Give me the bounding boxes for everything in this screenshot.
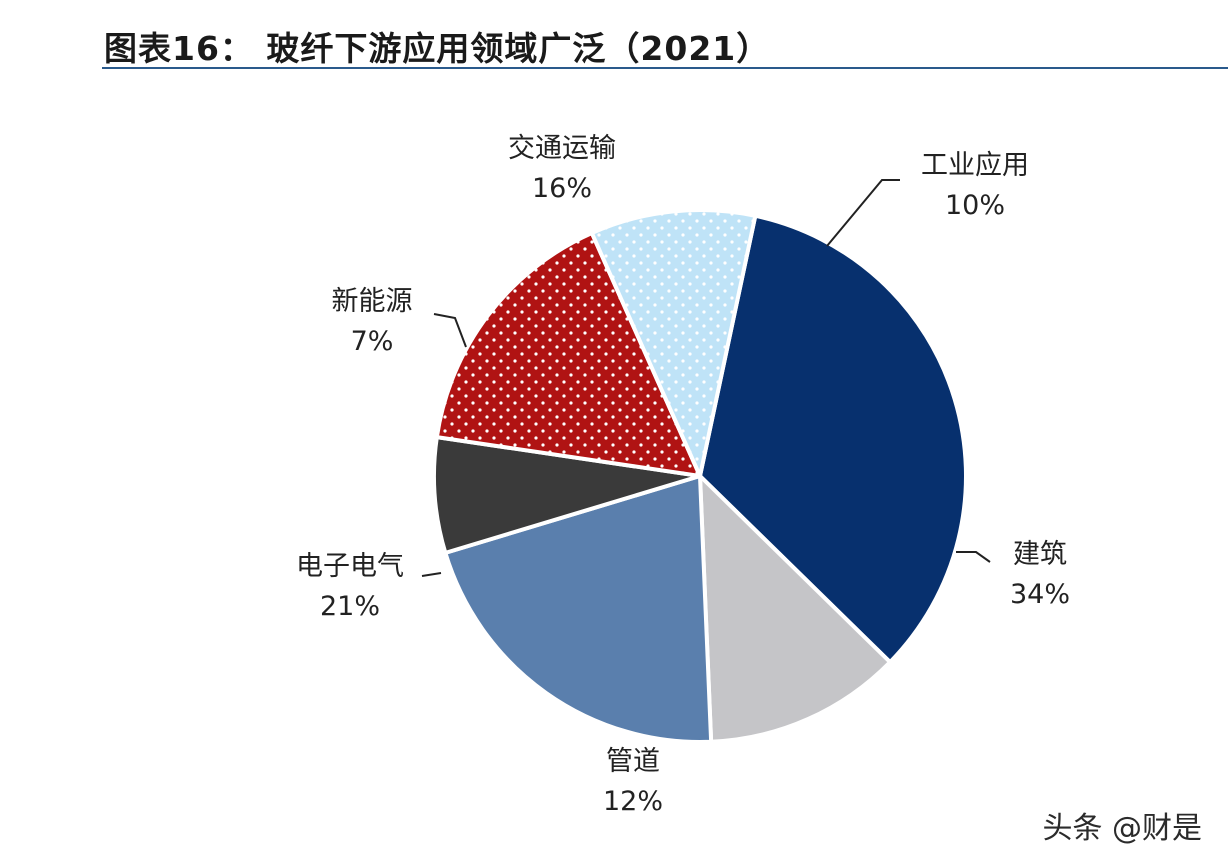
slice-value-2: 21% [320, 591, 380, 622]
leader-line-3 [433, 313, 467, 348]
slice-value-4: 16% [532, 173, 592, 204]
slice-label-1: 管道 [606, 746, 660, 777]
slice-label-0: 建筑 [1013, 539, 1067, 570]
slice-value-1: 12% [603, 786, 663, 817]
pie-slice-5 [589, 208, 758, 478]
pie-slice-0 [698, 213, 968, 665]
pie-slice-1 [698, 474, 893, 744]
pie-slice-4 [434, 230, 702, 478]
slice-value-3: 7% [351, 326, 394, 357]
slice-value-5: 10% [945, 190, 1005, 221]
title-divider [102, 67, 1228, 69]
leader-line-5 [826, 179, 900, 247]
leader-line-2 [421, 572, 442, 577]
slice-label-4: 交通运输 [508, 133, 616, 164]
pie-slice-2 [443, 474, 714, 744]
slice-value-0: 34% [1010, 579, 1070, 610]
slice-label-5: 工业应用 [921, 150, 1029, 181]
chart-title: 图表16： 玻纤下游应用领域广泛（2021） [104, 29, 771, 68]
leader-line-0 [956, 551, 991, 563]
slice-label-3: 新能源 [332, 286, 413, 317]
pie-slice-3 [432, 435, 702, 555]
slice-label-2: 电子电气 [296, 551, 404, 582]
watermark: 头条 @财是 [1042, 811, 1202, 846]
